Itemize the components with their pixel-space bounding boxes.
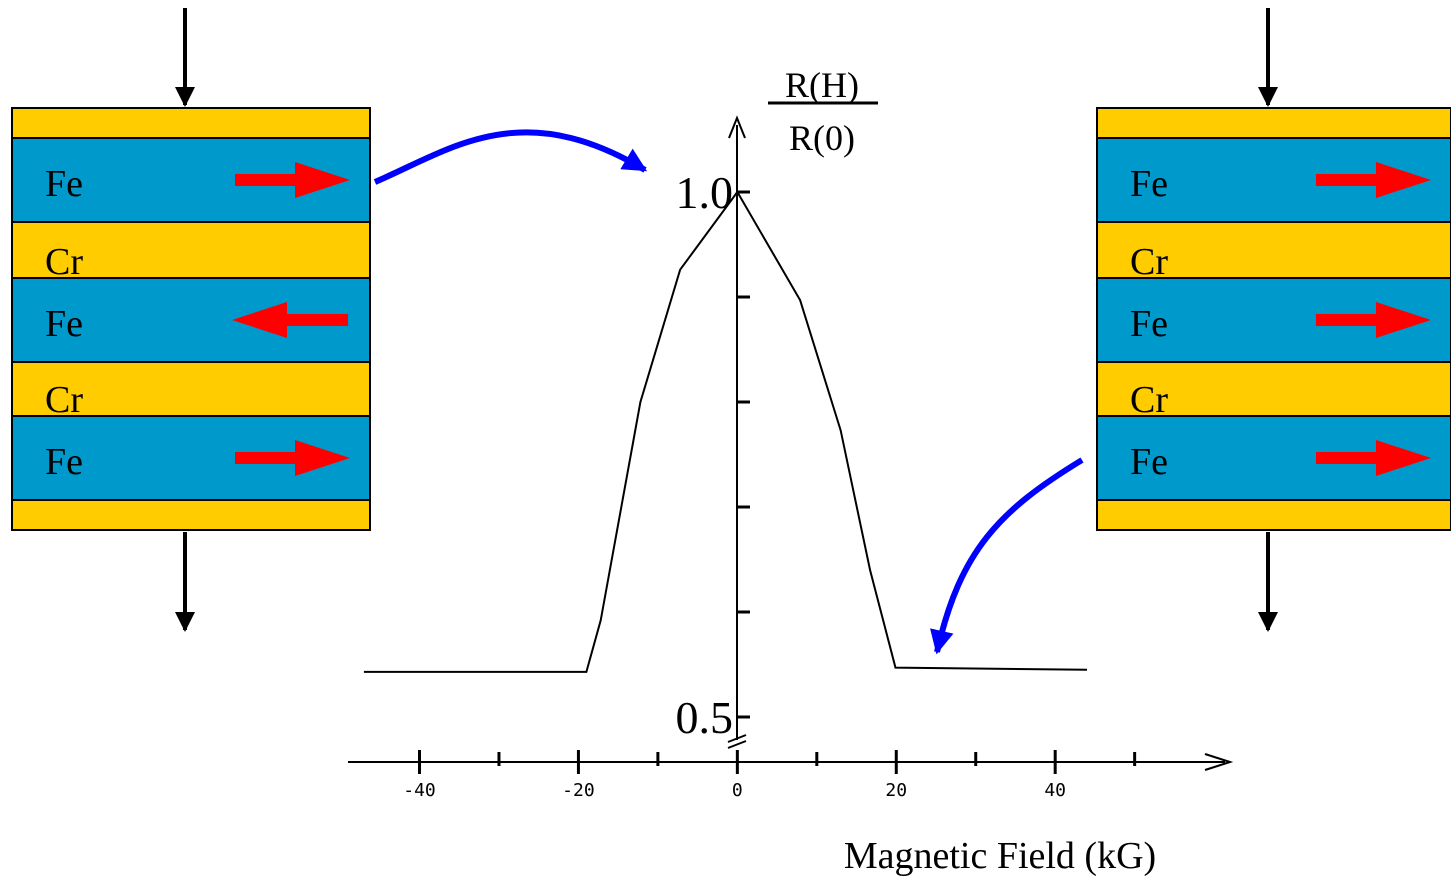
layer-label: Fe bbox=[45, 163, 83, 205]
layer-label: Fe bbox=[45, 303, 83, 345]
layer-label: Fe bbox=[1130, 441, 1168, 483]
pointer-arrows bbox=[373, 129, 1084, 655]
magnetization-arrow bbox=[235, 440, 350, 476]
layer-label: Cr bbox=[1130, 241, 1168, 283]
x-tick-label: 0 bbox=[732, 780, 743, 801]
layer-label: Cr bbox=[45, 241, 83, 283]
layer-label: Fe bbox=[45, 441, 83, 483]
magnetization-arrow bbox=[1316, 162, 1431, 198]
data-line bbox=[363, 190, 1087, 673]
y-label-bottom: R(0) bbox=[789, 118, 855, 158]
cr-layer bbox=[1096, 361, 1451, 417]
magnetization-arrow bbox=[232, 302, 348, 338]
layer-label: Fe bbox=[1130, 303, 1168, 345]
x-label: Magnetic Field (kG) bbox=[844, 835, 1156, 876]
y-label-top: R(H) bbox=[785, 65, 859, 105]
y-tick-label: 0.5 bbox=[676, 692, 734, 743]
layer-stacks: Fe Cr Fe Cr Fe Fe Cr Fe Cr Fe bbox=[11, 107, 1451, 531]
layer-label: Fe bbox=[1130, 163, 1168, 205]
magnetization-arrow bbox=[1316, 440, 1431, 476]
axes bbox=[348, 115, 1234, 771]
current-arrows bbox=[175, 8, 1278, 632]
cap-layer bbox=[1096, 499, 1451, 531]
cap-layer bbox=[1096, 107, 1451, 139]
layer-label: Cr bbox=[45, 379, 83, 421]
x-tick-label: 40 bbox=[1044, 780, 1066, 801]
magnetization-arrow bbox=[235, 162, 350, 198]
cr-layer bbox=[11, 361, 371, 417]
x-tick-label: -40 bbox=[403, 780, 436, 801]
cr-layer bbox=[11, 221, 371, 279]
layer-label: Cr bbox=[1130, 379, 1168, 421]
magnetization-arrow bbox=[1316, 302, 1431, 338]
x-tick-label: 20 bbox=[885, 780, 907, 801]
cap-layer bbox=[11, 107, 371, 139]
cap-layer bbox=[11, 499, 371, 531]
x-tick-label: -20 bbox=[562, 780, 595, 801]
